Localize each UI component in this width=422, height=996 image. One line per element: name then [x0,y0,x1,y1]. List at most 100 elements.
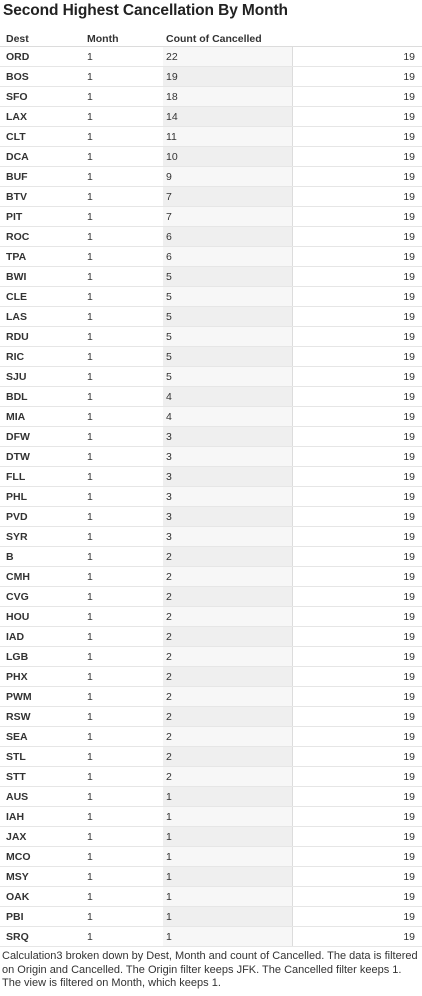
calculation-cell: 19 [403,651,415,663]
calculation-cell: 19 [403,511,415,523]
table-row[interactable]: LGB 1 2 19 [0,647,422,667]
table-row[interactable]: AUS 1 1 19 [0,787,422,807]
count-cell: 11 [166,131,177,143]
count-cell-shading [163,127,292,146]
count-cell: 2 [166,671,172,683]
count-cell: 7 [166,191,172,203]
month-cell: 1 [87,891,93,903]
calculation-cell: 19 [403,191,415,203]
table-row[interactable]: RSW 1 2 19 [0,707,422,727]
table-row[interactable]: MIA 1 4 19 [0,407,422,427]
table-row[interactable]: SJU 1 5 19 [0,367,422,387]
count-cell-shading [163,387,292,406]
table-row[interactable]: ORD 1 22 19 [0,47,422,67]
month-cell: 1 [87,711,93,723]
table-row[interactable]: PWM 1 2 19 [0,687,422,707]
table-row[interactable]: PIT 1 7 19 [0,207,422,227]
table-row[interactable]: IAD 1 2 19 [0,627,422,647]
table-row[interactable]: JAX 1 1 19 [0,827,422,847]
table-row[interactable]: PBI 1 1 19 [0,907,422,927]
column-divider [292,547,293,566]
month-cell: 1 [87,831,93,843]
table-row[interactable]: SYR 1 3 19 [0,527,422,547]
count-cell-shading [163,687,292,706]
count-cell-shading [163,347,292,366]
month-cell: 1 [87,591,93,603]
table-row[interactable]: CVG 1 2 19 [0,587,422,607]
table-row[interactable]: MSY 1 1 19 [0,867,422,887]
table-row[interactable]: ROC 1 6 19 [0,227,422,247]
dest-cell: RSW [6,711,31,723]
count-cell: 14 [166,111,178,123]
dest-cell: CLT [6,131,26,143]
table-row[interactable]: BOS 1 19 19 [0,67,422,87]
count-cell-shading [163,227,292,246]
table-row[interactable]: RDU 1 5 19 [0,327,422,347]
table-row[interactable]: BDL 1 4 19 [0,387,422,407]
month-cell: 1 [87,731,93,743]
table-row[interactable]: OAK 1 1 19 [0,887,422,907]
table-row[interactable]: STT 1 2 19 [0,767,422,787]
table-row[interactable]: PHX 1 2 19 [0,667,422,687]
column-divider [292,207,293,226]
calculation-cell: 19 [403,871,415,883]
count-cell-shading [163,47,292,66]
count-cell-shading [163,807,292,826]
dest-cell: CLE [6,291,27,303]
table-row[interactable]: DCA 1 10 19 [0,147,422,167]
month-cell: 1 [87,771,93,783]
table-row[interactable]: TPA 1 6 19 [0,247,422,267]
dest-cell: BTV [6,191,27,203]
dest-cell: PHX [6,671,28,683]
table-row[interactable]: SFO 1 18 19 [0,87,422,107]
table-row[interactable]: PHL 1 3 19 [0,487,422,507]
column-divider [292,527,293,546]
table-row[interactable]: HOU 1 2 19 [0,607,422,627]
month-cell: 1 [87,71,93,83]
table-row[interactable]: FLL 1 3 19 [0,467,422,487]
table-row[interactable]: LAS 1 5 19 [0,307,422,327]
month-cell: 1 [87,311,93,323]
table-row[interactable]: CMH 1 2 19 [0,567,422,587]
table-row[interactable]: CLT 1 11 19 [0,127,422,147]
header-month[interactable]: Month [87,33,119,45]
dest-cell: STT [6,771,26,783]
calculation-cell: 19 [403,891,415,903]
month-cell: 1 [87,391,93,403]
table-row[interactable]: RIC 1 5 19 [0,347,422,367]
table-row[interactable]: PVD 1 3 19 [0,507,422,527]
count-cell: 6 [166,251,172,263]
table-row[interactable]: DFW 1 3 19 [0,427,422,447]
table-row[interactable]: BTV 1 7 19 [0,187,422,207]
count-cell: 5 [166,271,172,283]
column-divider [292,607,293,626]
month-cell: 1 [87,551,93,563]
calculation-cell: 19 [403,711,415,723]
table-row[interactable]: MCO 1 1 19 [0,847,422,867]
column-divider [292,107,293,126]
count-cell-shading [163,647,292,666]
table-row[interactable]: CLE 1 5 19 [0,287,422,307]
table-row[interactable]: SEA 1 2 19 [0,727,422,747]
table-row[interactable]: IAH 1 1 19 [0,807,422,827]
column-divider [292,507,293,526]
table-row[interactable]: B 1 2 19 [0,547,422,567]
count-cell-shading [163,507,292,526]
calculation-cell: 19 [403,611,415,623]
column-divider [292,887,293,906]
count-cell: 2 [166,771,172,783]
dest-cell: DCA [6,151,29,163]
table-row[interactable]: STL 1 2 19 [0,747,422,767]
month-cell: 1 [87,351,93,363]
column-divider [292,707,293,726]
month-cell: 1 [87,451,93,463]
table-row[interactable]: LAX 1 14 19 [0,107,422,127]
table-row[interactable]: DTW 1 3 19 [0,447,422,467]
header-dest[interactable]: Dest [6,33,29,45]
calculation-cell: 19 [403,151,415,163]
table-row[interactable]: BWI 1 5 19 [0,267,422,287]
count-cell-shading [163,927,292,946]
header-count-of-cancelled[interactable]: Count of Cancelled [166,33,262,45]
table-row[interactable]: SRQ 1 1 19 [0,927,422,947]
table-row[interactable]: BUF 1 9 19 [0,167,422,187]
